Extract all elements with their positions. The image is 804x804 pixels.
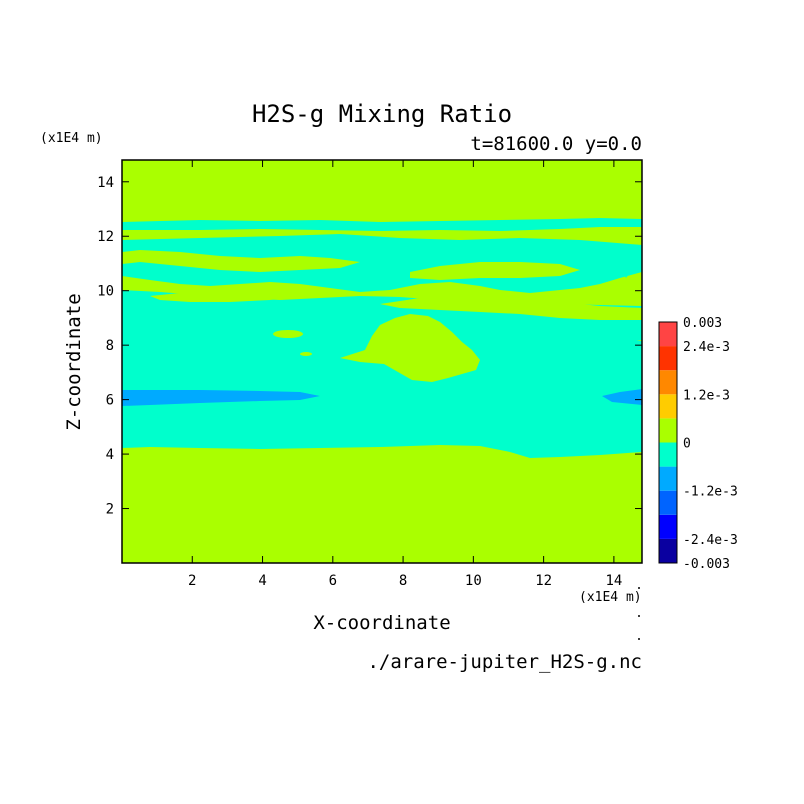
y-tick-label: 8 <box>106 338 114 354</box>
y-tick-label: 6 <box>106 393 114 409</box>
x-unit-label: (x1E4 m) <box>579 590 642 605</box>
cyan-streak-right-2 <box>620 262 632 278</box>
colorbar-label: 2.4e-3 <box>683 340 730 355</box>
blue-band-left <box>122 390 320 406</box>
colorbar-swatch <box>659 490 677 515</box>
green-island-2 <box>300 352 312 356</box>
colorbar-frame <box>658 321 678 564</box>
y-tick-label: 2 <box>106 502 114 518</box>
filename-label: ./arare-jupiter_H2S-g.nc <box>367 651 642 673</box>
colorbar-label: 0.003 <box>683 316 722 331</box>
colorbar-swatch <box>659 538 677 563</box>
colorbar-swatch <box>659 322 677 347</box>
colorbar-swatch <box>659 442 677 467</box>
green-island-1 <box>273 330 303 338</box>
green-blob-center <box>340 314 480 382</box>
green-patch-upper-1 <box>122 250 360 272</box>
colorbar-label: 1.2e-3 <box>683 388 730 403</box>
x-tick-label: 10 <box>465 573 482 589</box>
colorbar-swatch <box>659 418 677 443</box>
y-tick-label: 12 <box>97 229 114 245</box>
marker-dot-3 <box>638 638 640 640</box>
colorbar-label: -0.003 <box>683 557 730 572</box>
plot-frame <box>121 159 643 564</box>
colorbar-label: 0 <box>683 437 691 452</box>
plot-area: 2 4 6 8 10 12 14 2 4 6 8 10 12 14 <box>97 159 643 589</box>
colorbar-swatch <box>659 514 677 539</box>
y-tick-label: 10 <box>97 284 114 300</box>
chart-title: H2S-g Mixing Ratio <box>252 100 512 128</box>
marker-dot-1 <box>638 587 640 589</box>
cyan-layer-upper <box>122 234 642 293</box>
x-tick-label: 6 <box>329 573 337 589</box>
x-tick-label: 14 <box>605 573 622 589</box>
marker-dot-2 <box>638 615 640 617</box>
colorbar-swatch <box>659 370 677 395</box>
colorbar-label: -1.2e-3 <box>683 485 738 500</box>
colorbar-swatch <box>659 466 677 491</box>
x-tick-label: 8 <box>399 573 407 589</box>
colorbar: 0.003 2.4e-3 1.2e-3 0 -1.2e-3 -2.4e-3 -0.003 <box>658 316 738 572</box>
cyan-stripe-top <box>122 218 642 231</box>
z-unit-label: (x1E4 m) <box>40 131 103 146</box>
colorbar-label: -2.4e-3 <box>683 533 738 548</box>
blue-band-right <box>602 389 642 405</box>
y-tick-label: 14 <box>97 175 114 191</box>
green-patch-upper-4 <box>380 296 642 320</box>
x-axis-label: X-coordinate <box>313 612 450 634</box>
axis-ticks: 2 4 6 8 10 12 14 2 4 6 8 10 12 14 <box>97 160 642 589</box>
y-axis-label: Z-coordinate <box>63 293 85 430</box>
x-tick-label: 2 <box>188 573 196 589</box>
x-tick-label: 4 <box>258 573 266 589</box>
green-patch-upper-2 <box>410 262 580 280</box>
cyan-layer-mid <box>122 290 642 340</box>
chart-subtitle: t=81600.0 y=0.0 <box>470 133 642 155</box>
colorbar-swatch <box>659 346 677 371</box>
x-tick-label: 12 <box>535 573 552 589</box>
y-tick-label: 4 <box>106 447 114 463</box>
colorbar-swatch <box>659 394 677 419</box>
cyan-streak-right-1 <box>586 250 608 273</box>
green-patch-upper-3 <box>150 290 300 302</box>
cyan-layer-main <box>122 304 642 458</box>
